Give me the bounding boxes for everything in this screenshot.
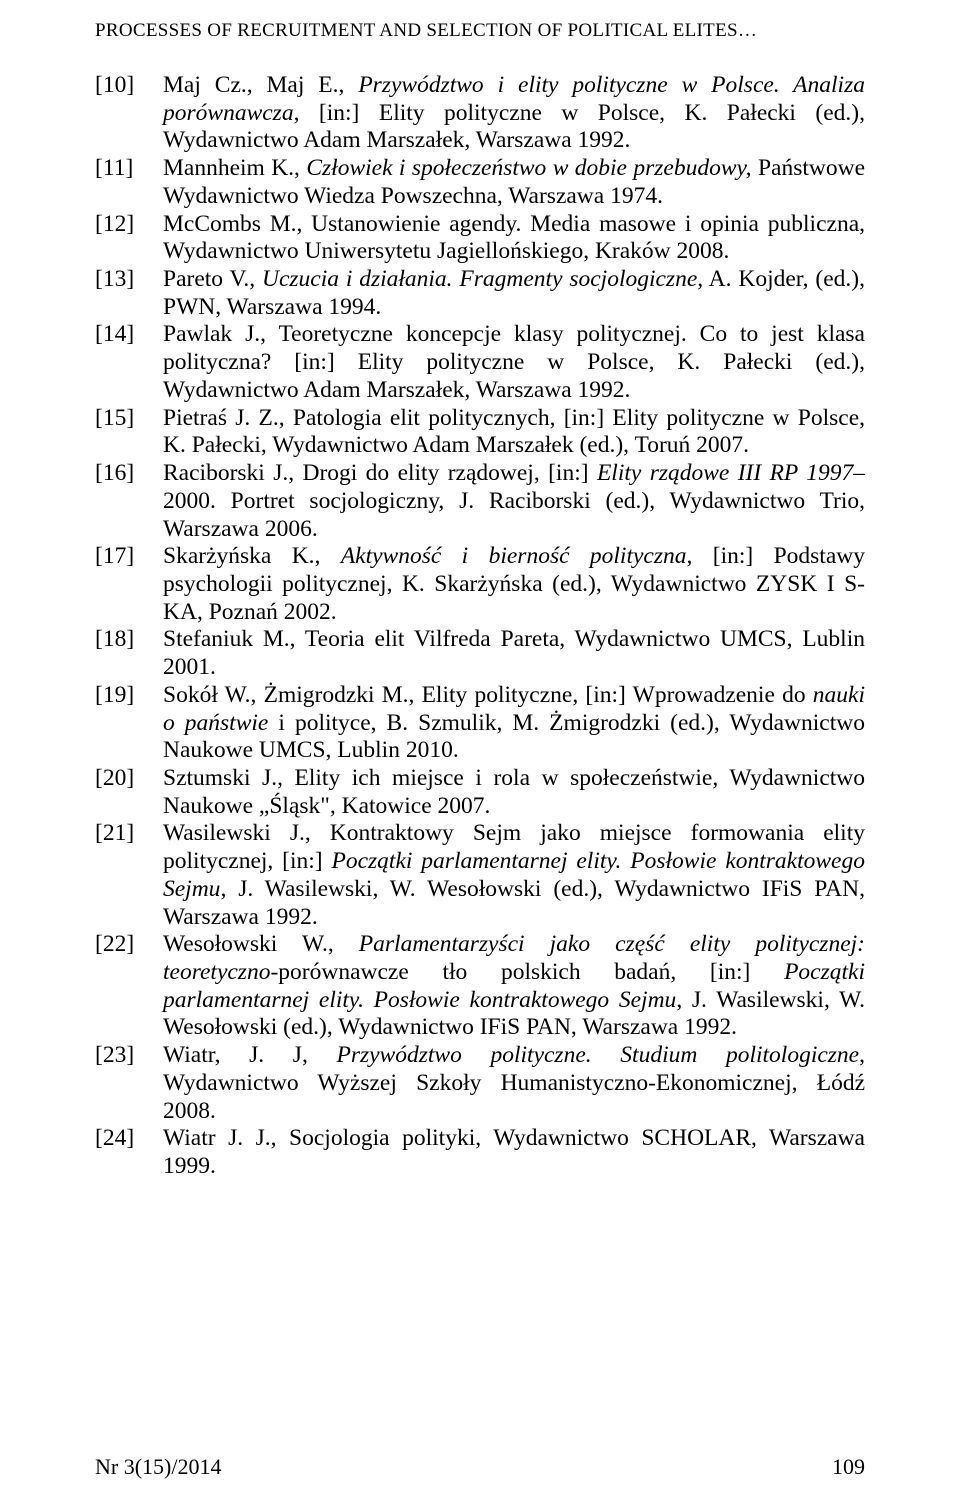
page-container: PROCESSES OF RECRUITMENT AND SELECTION O… <box>0 0 960 1181</box>
reference-number: [24] <box>95 1125 163 1180</box>
reference-item: [15]Pietraś J. Z., Patologia elit polity… <box>95 405 865 460</box>
reference-number: [15] <box>95 405 163 460</box>
reference-text: Stefaniuk M., Teoria elit Vilfreda Paret… <box>163 626 865 681</box>
reference-item: [22]Wesołowski W., Parlamentarzyści jako… <box>95 931 865 1042</box>
reference-item: [16]Raciborski J., Drogi do elity rządow… <box>95 460 865 543</box>
reference-item: [14]Pawlak J., Teoretyczne koncepcje kla… <box>95 321 865 404</box>
reference-number: [21] <box>95 820 163 931</box>
reference-item: [24]Wiatr J. J., Socjologia polityki, Wy… <box>95 1125 865 1180</box>
reference-text: Skarżyńska K., Aktywność i bierność poli… <box>163 543 865 626</box>
reference-item: [11]Mannheim K., Człowiek i społeczeństw… <box>95 155 865 210</box>
page-number: 109 <box>832 1454 865 1480</box>
reference-text: Maj Cz., Maj E., Przywództwo i elity pol… <box>163 72 865 155</box>
reference-number: [11] <box>95 155 163 210</box>
reference-number: [18] <box>95 626 163 681</box>
reference-number: [19] <box>95 682 163 765</box>
reference-number: [20] <box>95 765 163 820</box>
reference-text: Mannheim K., Człowiek i społeczeństwo w … <box>163 155 865 210</box>
reference-item: [18]Stefaniuk M., Teoria elit Vilfreda P… <box>95 626 865 681</box>
reference-item: [12]McCombs M., Ustanowienie agendy. Med… <box>95 211 865 266</box>
reference-text: McCombs M., Ustanowienie agendy. Media m… <box>163 211 865 266</box>
reference-item: [21]Wasilewski J., Kontraktowy Sejm jako… <box>95 820 865 931</box>
reference-item: [17]Skarżyńska K., Aktywność i bierność … <box>95 543 865 626</box>
issue-number: Nr 3(15)/2014 <box>95 1454 221 1480</box>
reference-text: Wiatr, J. J, Przywództwo polityczne. Stu… <box>163 1042 865 1125</box>
running-head: PROCESSES OF RECRUITMENT AND SELECTION O… <box>95 20 865 42</box>
reference-text: Wasilewski J., Kontraktowy Sejm jako mie… <box>163 820 865 931</box>
reference-item: [10]Maj Cz., Maj E., Przywództwo i elity… <box>95 72 865 155</box>
reference-number: [23] <box>95 1042 163 1125</box>
reference-text: Wesołowski W., Parlamentarzyści jako czę… <box>163 931 865 1042</box>
reference-text: Sokół W., Żmigrodzki M., Elity polityczn… <box>163 682 865 765</box>
reference-number: [10] <box>95 72 163 155</box>
reference-item: [13]Pareto V., Uczucia i działania. Frag… <box>95 266 865 321</box>
reference-number: [22] <box>95 931 163 1042</box>
reference-text: Pareto V., Uczucia i działania. Fragment… <box>163 266 865 321</box>
reference-item: [19]Sokół W., Żmigrodzki M., Elity polit… <box>95 682 865 765</box>
reference-text: Wiatr J. J., Socjologia polityki, Wydawn… <box>163 1125 865 1180</box>
reference-item: [23]Wiatr, J. J, Przywództwo polityczne.… <box>95 1042 865 1125</box>
reference-text: Pietraś J. Z., Patologia elit polityczny… <box>163 405 865 460</box>
reference-list: [10]Maj Cz., Maj E., Przywództwo i elity… <box>95 72 865 1181</box>
reference-number: [17] <box>95 543 163 626</box>
reference-text: Pawlak J., Teoretyczne koncepcje klasy p… <box>163 321 865 404</box>
reference-text: Sztumski J., Elity ich miejsce i rola w … <box>163 765 865 820</box>
reference-number: [13] <box>95 266 163 321</box>
reference-item: [20]Sztumski J., Elity ich miejsce i rol… <box>95 765 865 820</box>
reference-number: [12] <box>95 211 163 266</box>
page-footer: Nr 3(15)/2014 109 <box>95 1454 865 1480</box>
reference-number: [16] <box>95 460 163 543</box>
reference-number: [14] <box>95 321 163 404</box>
reference-text: Raciborski J., Drogi do elity rządowej, … <box>163 460 865 543</box>
